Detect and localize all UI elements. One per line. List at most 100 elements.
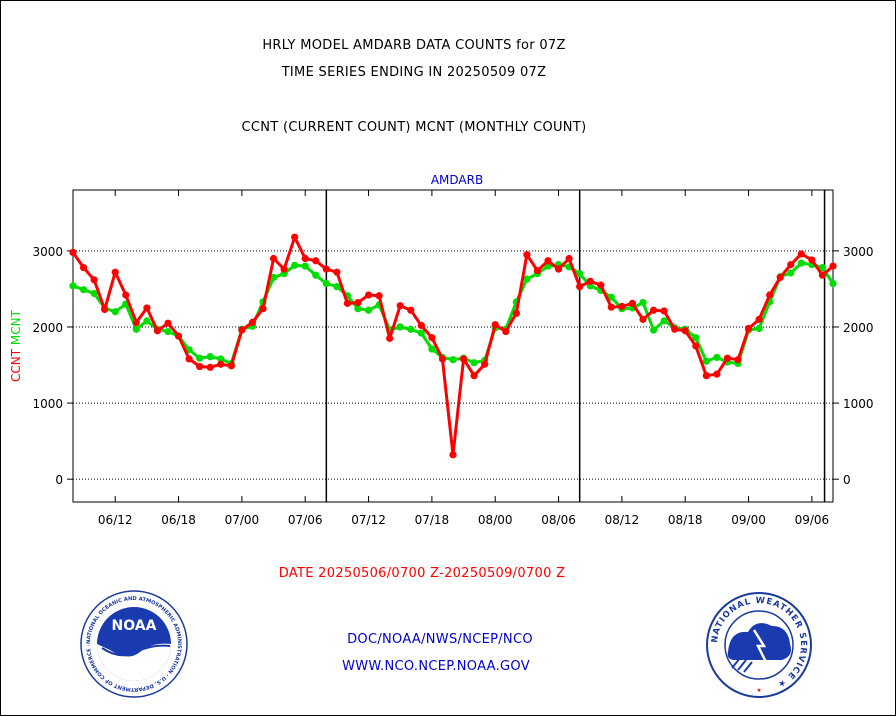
point-mcnt [301,262,309,270]
nws-logo: NATIONAL WEATHER SERVICE ★ ★ [706,592,812,698]
point-ccnt [69,248,77,256]
point-mcnt [787,269,795,277]
point-mcnt [322,280,330,288]
noaa-logo: NOAA NATIONAL OCEANIC AND ATMOSPHERIC AD… [80,590,188,698]
point-ccnt [428,334,436,342]
point-ccnt [227,362,235,370]
point-mcnt [407,325,415,333]
point-ccnt [533,267,542,275]
point-mcnt [639,299,647,307]
point-mcnt [79,286,88,294]
ylabel-ccnt: CCNT [9,345,23,382]
ytick-label-left: 0 [55,473,63,487]
point-ccnt [502,327,510,336]
xtick-label: 06/12 [98,513,133,527]
point-ccnt [523,251,531,259]
plot-frame [72,189,834,503]
point-mcnt [132,325,140,333]
point-ccnt [354,299,362,307]
point-ccnt [565,254,573,263]
point-ccnt [206,363,214,371]
point-ccnt [713,370,721,378]
point-ccnt [174,332,183,340]
point-ccnt [618,302,626,311]
point-ccnt [248,318,257,327]
y-axis-label: CCNT MCNT [9,309,23,382]
point-ccnt [79,264,88,272]
point-mcnt [576,270,584,278]
point-ccnt [269,254,278,263]
point-ccnt [723,354,732,362]
point-ccnt [755,315,763,323]
point-ccnt [829,262,837,270]
org-label: DOC/NOAA/NWS/NCEP/NCO [347,632,533,647]
chart-title: AMDARB [431,173,483,187]
xtick-label: 08/18 [668,513,703,527]
point-mcnt [396,323,404,331]
point-ccnt [470,372,478,380]
point-mcnt [660,317,668,325]
point-ccnt [808,256,816,264]
point-ccnt [692,342,700,350]
point-mcnt [818,264,827,272]
point-mcnt [692,334,700,342]
ytick-label-right: 1000 [843,397,874,411]
point-ccnt [132,318,140,327]
point-ccnt [449,451,457,459]
point-mcnt [523,275,531,283]
point-ccnt [576,283,584,291]
ytick-label-left: 1000 [32,397,63,411]
point-ccnt [639,315,647,323]
svg-text:★: ★ [757,685,762,694]
point-ccnt [217,360,225,368]
point-ccnt [744,324,753,333]
ytick-label-left: 2000 [32,321,63,335]
point-ccnt [671,325,679,333]
point-mcnt [111,308,119,316]
point-mcnt [428,345,436,353]
point-ccnt [554,265,563,273]
point-ccnt [111,268,119,276]
point-mcnt [312,271,320,279]
point-ccnt [481,360,489,368]
point-ccnt [90,276,98,284]
ytick-label-right: 3000 [843,245,874,259]
point-ccnt [681,327,689,335]
point-ccnt [333,268,341,276]
point-ccnt [438,355,447,363]
point-mcnt [291,261,299,269]
point-mcnt [164,327,172,336]
point-ccnt [776,273,784,282]
xtick-label: 09/06 [795,513,830,527]
point-mcnt [607,293,615,301]
point-ccnt [766,291,774,299]
point-ccnt [364,291,373,299]
point-ccnt [396,302,404,310]
point-mcnt [713,353,721,362]
date-range-label: DATE 20250506/0700 Z-20250509/0700 Z [278,566,566,581]
point-ccnt [607,303,615,311]
ytick-label-right: 0 [843,473,851,487]
point-ccnt [280,265,288,273]
point-ccnt [343,299,352,307]
point-ccnt [702,372,710,380]
point-ccnt [386,334,394,342]
point-ccnt [491,321,499,329]
point-ccnt [734,356,742,364]
xtick-label: 07/18 [415,513,450,527]
point-ccnt [660,307,668,315]
point-ccnt [122,291,130,299]
chart-subtitle: CCNT (CURRENT COUNT) MCNT (MONTHLY COUNT… [241,120,587,135]
svg-text:NOAA: NOAA [112,618,157,634]
xtick-label: 07/00 [225,513,260,527]
ytick-label-left: 3000 [32,245,63,259]
point-ccnt [417,321,425,330]
point-ccnt [649,306,658,314]
point-ccnt [818,271,827,279]
point-mcnt [702,357,710,365]
point-mcnt [143,317,151,325]
url-label: WWW.NCO.NCEP.NOAA.GOV [342,659,530,674]
point-mcnt [196,354,204,362]
xtick-label: 08/06 [541,513,576,527]
